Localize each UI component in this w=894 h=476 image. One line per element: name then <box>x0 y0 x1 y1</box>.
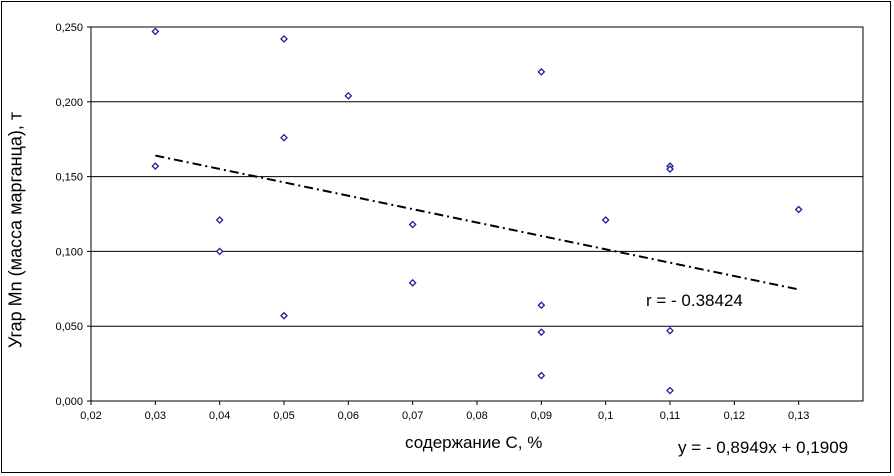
data-point <box>151 27 160 36</box>
x-tick-label: 0,06 <box>338 410 359 422</box>
x-tick-label: 0,09 <box>531 410 552 422</box>
y-tick-label: 0,050 <box>55 321 83 333</box>
x-axis-label: содержание С, % <box>405 433 543 452</box>
x-tick-label: 0,02 <box>80 410 101 422</box>
data-point <box>344 91 353 100</box>
x-tick-label: 0,04 <box>209 410 230 422</box>
data-point <box>666 386 674 395</box>
x-tick-label: 0,08 <box>466 410 487 422</box>
data-point <box>601 216 610 224</box>
y-tick-label: 0,200 <box>55 97 83 109</box>
plot-area <box>90 26 864 402</box>
data-point <box>537 328 546 337</box>
data-point <box>280 133 288 142</box>
y-tick-label: 0,150 <box>55 172 83 184</box>
data-point <box>537 371 546 380</box>
y-axis-label: Угар Mn (масса марганца), т <box>5 111 26 349</box>
data-point <box>794 205 803 214</box>
x-tick-label: 0,13 <box>788 410 809 422</box>
data-point <box>151 162 160 171</box>
data-point <box>280 35 288 43</box>
trendline-equation: y = - 0,8949x + 0,1909 <box>678 438 849 457</box>
data-point <box>215 216 224 224</box>
data-point <box>408 220 417 229</box>
data-point <box>280 311 288 320</box>
x-tick-label: 0,03 <box>145 410 166 422</box>
data-point <box>215 247 224 256</box>
trendline <box>155 154 799 291</box>
y-tick-label: 0,100 <box>55 246 83 258</box>
x-tick-label: 0,07 <box>402 410 423 422</box>
x-tick-label: 0,12 <box>724 410 745 422</box>
x-tick-label: 0,1 <box>598 410 613 422</box>
y-tick-label: 0,000 <box>55 396 83 408</box>
x-tick-label: 0,05 <box>273 410 294 422</box>
x-tick-label: 0,11 <box>660 410 681 422</box>
correlation-coefficient: r = - 0.38424 <box>646 291 743 310</box>
y-tick-label: 0,250 <box>55 22 83 34</box>
data-point <box>666 326 674 335</box>
data-point <box>408 278 417 287</box>
data-point <box>537 301 546 310</box>
data-point <box>537 67 546 76</box>
data-point <box>666 165 674 174</box>
